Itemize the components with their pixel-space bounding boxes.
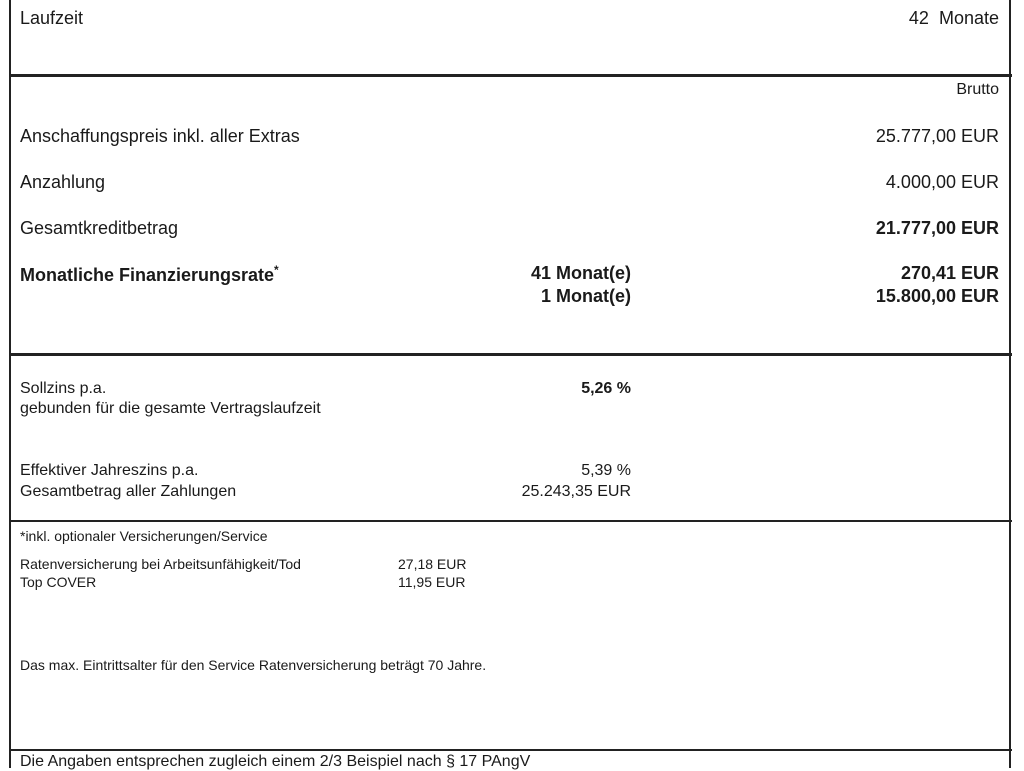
versicherung-item-label: Top COVER bbox=[20, 574, 97, 590]
row-label: Gesamtkreditbetrag bbox=[20, 218, 179, 238]
rate-value-2: 15.800,00 EUR bbox=[875, 286, 999, 306]
gesamtbetrag-value: 25.243,35 EUR bbox=[521, 483, 631, 500]
sollzins-sub: gebunden für die gesamte Vertragslaufzei… bbox=[20, 400, 321, 417]
divider bbox=[9, 520, 1012, 522]
footer-note: Die Angaben entsprechen zugleich einem 2… bbox=[20, 753, 531, 770]
row-value: 4.000,00 EUR bbox=[885, 172, 999, 192]
rate-label: Monatliche Finanzierungsrate* bbox=[20, 263, 279, 286]
right-border bbox=[1009, 0, 1011, 768]
laufzeit-unit: Monate bbox=[938, 8, 999, 28]
laufzeit-number: 42 bbox=[908, 8, 929, 28]
row-label: Anzahlung bbox=[20, 172, 106, 192]
sollzins-value: 5,26 % bbox=[581, 380, 631, 397]
row-label: Anschaffungspreis inkl. aller Extras bbox=[20, 126, 300, 146]
rate-months-2: 1 Monat(e) bbox=[541, 286, 631, 306]
rate-months-1: 41 Monat(e) bbox=[530, 263, 631, 283]
laufzeit-label: Laufzeit bbox=[20, 8, 84, 28]
rate-label-text: Monatliche Finanzierungsrate bbox=[20, 265, 275, 285]
rate-value-1: 270,41 EUR bbox=[900, 263, 999, 283]
effzins-value: 5,39 % bbox=[581, 462, 631, 479]
row-value: 21.777,00 EUR bbox=[875, 218, 999, 238]
versicherung-note: Das max. Eintrittsalter für den Service … bbox=[20, 657, 487, 673]
versicherung-item-value: 11,95 EUR bbox=[398, 574, 466, 590]
effzins-label: Effektiver Jahreszins p.a. bbox=[20, 462, 199, 479]
divider bbox=[9, 353, 1012, 356]
divider bbox=[9, 749, 1012, 751]
divider bbox=[9, 74, 1012, 77]
gesamtbetrag-label: Gesamtbetrag aller Zahlungen bbox=[20, 483, 237, 500]
versicherung-heading: *inkl. optionaler Versicherungen/Service bbox=[20, 528, 268, 544]
brutto-header: Brutto bbox=[956, 81, 999, 98]
versicherung-item-label: Ratenversicherung bei Arbeitsunfähigkeit… bbox=[20, 556, 301, 572]
laufzeit-value: 42 Monate bbox=[909, 8, 999, 29]
row-value: 25.777,00 EUR bbox=[875, 126, 999, 146]
asterisk: * bbox=[274, 263, 279, 277]
versicherung-item-value: 27,18 EUR bbox=[398, 556, 467, 572]
sollzins-label: Sollzins p.a. bbox=[20, 380, 107, 397]
left-border bbox=[9, 0, 11, 768]
